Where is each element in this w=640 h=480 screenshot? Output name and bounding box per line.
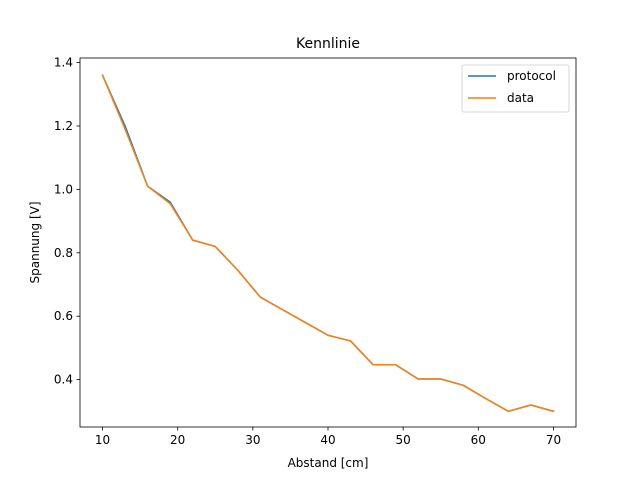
y-axis-label: Spannung [V]: [28, 201, 42, 283]
x-tick-label: 10: [95, 433, 110, 447]
series-layer: [101, 74, 555, 413]
y-tick-label: 0.8: [54, 246, 73, 260]
x-tick-label: 60: [471, 433, 486, 447]
series-line-data: [101, 74, 555, 413]
y-tick-label: 1.4: [54, 56, 73, 70]
legend: protocol data: [461, 64, 570, 113]
y-tick-label: 0.6: [54, 309, 73, 323]
x-tick-label: 20: [170, 433, 185, 447]
y-tick-label: 1.2: [54, 119, 73, 133]
x-axis-label: Abstand [cm]: [288, 456, 369, 470]
x-tick-label: 40: [320, 433, 335, 447]
x-tick-label: 50: [396, 433, 411, 447]
y-tick-label: 1.0: [54, 182, 73, 196]
y-axis-ticks: 0.4 0.6 0.8 1.0 1.2 1.4: [54, 56, 80, 387]
x-tick-label: 70: [546, 433, 561, 447]
chart-title: Kennlinie: [296, 36, 360, 52]
x-tick-label: 30: [245, 433, 260, 447]
y-tick-label: 0.4: [54, 373, 73, 387]
x-axis-ticks: 10 20 30 40 50 60 70: [95, 427, 561, 447]
legend-label-data: data: [507, 91, 534, 105]
legend-label-protocol: protocol: [507, 69, 556, 83]
